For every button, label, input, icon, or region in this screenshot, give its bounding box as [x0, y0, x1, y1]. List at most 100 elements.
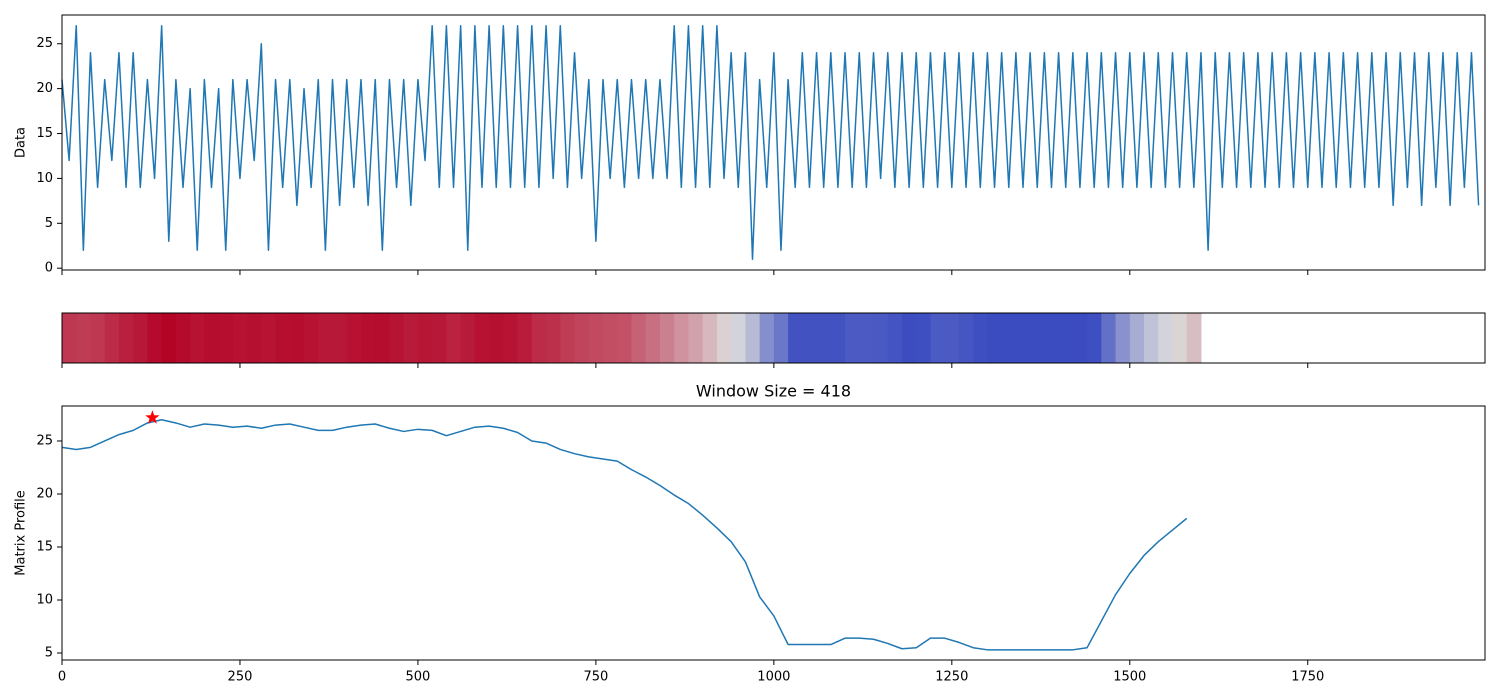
- heat-cell: [247, 313, 262, 363]
- heat-cell: [76, 313, 91, 363]
- heat-cell: [546, 313, 561, 363]
- heat-cell: [574, 313, 590, 363]
- data-line: [61, 25, 1480, 260]
- heat-cell: [375, 313, 390, 363]
- heat-cell: [958, 313, 974, 363]
- heat-cell: [1186, 313, 1202, 363]
- y-tick-label: 0: [45, 261, 53, 276]
- heat-cell: [417, 313, 433, 363]
- heat-cell: [731, 313, 746, 363]
- heat-cell: [261, 313, 277, 363]
- heat-cell: [773, 313, 789, 363]
- heat-cell: [1172, 313, 1188, 363]
- heat-cell: [517, 313, 533, 363]
- heat-cell: [645, 313, 661, 363]
- x-tick-label: 750: [583, 670, 608, 685]
- heat-cell: [1001, 313, 1017, 363]
- data-line: [61, 419, 1188, 651]
- heat-cell: [332, 313, 348, 363]
- heat-cell: [218, 313, 234, 363]
- heat-cell: [275, 313, 291, 363]
- heat-cell: [1030, 313, 1045, 363]
- heat-cell: [1144, 313, 1159, 363]
- x-tick-label: 0: [58, 670, 66, 685]
- heat-cell: [360, 313, 376, 363]
- heat-cell: [118, 313, 134, 363]
- y-tick-label: 10: [36, 171, 53, 186]
- heat-cell: [716, 313, 732, 363]
- heat-cell: [1101, 313, 1117, 363]
- heat-cell: [873, 313, 889, 363]
- heat-cell: [90, 313, 106, 363]
- y-tick-label: 25: [36, 36, 53, 51]
- heat-cell: [745, 313, 761, 363]
- heat-cell: [617, 313, 632, 363]
- heat-cell: [702, 313, 718, 363]
- y-tick-label: 15: [36, 539, 53, 554]
- heat-cell: [346, 313, 362, 363]
- heat-cell: [432, 313, 447, 363]
- heat-cell: [1015, 313, 1031, 363]
- heat-cell: [304, 313, 319, 363]
- heat-cell: [489, 313, 504, 363]
- heat-cell: [161, 313, 177, 363]
- heat-cell: [446, 313, 462, 363]
- heat-cell: [901, 313, 917, 363]
- heat-cell: [1129, 313, 1145, 363]
- heat-cell: [816, 313, 832, 363]
- x-tick-label: 1500: [1113, 670, 1146, 685]
- y-tick-label: 20: [36, 486, 53, 501]
- heat-cell: [973, 313, 988, 363]
- heat-cell: [389, 313, 405, 363]
- y-tick-label: 20: [36, 81, 53, 96]
- y-tick-label: 5: [45, 646, 53, 661]
- heat-cell: [1072, 313, 1088, 363]
- x-tick-label: 1750: [1291, 670, 1324, 685]
- heat-cell: [318, 313, 334, 363]
- heat-cell: [688, 313, 704, 363]
- x-tick-label: 1250: [935, 670, 968, 685]
- heat-cell: [845, 313, 860, 363]
- x-tick-label: 250: [228, 670, 253, 685]
- heat-cell: [916, 313, 931, 363]
- x-tick-label: 500: [406, 670, 431, 685]
- heat-cell: [62, 313, 77, 363]
- y-axis-label: Matrix Profile: [14, 490, 29, 575]
- heat-cell: [560, 313, 576, 363]
- y-tick-label: 25: [36, 433, 53, 448]
- heat-cell: [474, 313, 490, 363]
- heat-cell: [1115, 313, 1131, 363]
- heat-cell: [1044, 313, 1060, 363]
- heat-cell: [759, 313, 775, 363]
- heat-cell: [1087, 313, 1102, 363]
- heat-cell: [788, 313, 803, 363]
- heat-cell: [289, 313, 305, 363]
- heat-cell: [403, 313, 419, 363]
- heat-cell: [631, 313, 647, 363]
- heat-cell: [859, 313, 875, 363]
- heat-cell: [460, 313, 476, 363]
- heat-cell: [674, 313, 689, 363]
- axes-frame: [61, 405, 1486, 661]
- heat-cell: [232, 313, 248, 363]
- heat-cell: [531, 313, 547, 363]
- chart-title: Window Size = 418: [696, 382, 851, 401]
- heat-cell: [1058, 313, 1074, 363]
- heat-cell: [104, 313, 120, 363]
- heat-cell: [887, 313, 903, 363]
- highlight-star: [145, 410, 160, 424]
- heat-cell: [133, 313, 148, 363]
- heat-cell: [175, 313, 191, 363]
- heat-cell: [930, 313, 946, 363]
- heat-cell: [147, 313, 163, 363]
- heat-cell: [987, 313, 1003, 363]
- heat-cell: [944, 313, 960, 363]
- heat-cell: [659, 313, 675, 363]
- y-tick-label: 5: [45, 216, 53, 231]
- y-tick-label: 15: [36, 126, 53, 141]
- heat-cell: [1158, 313, 1173, 363]
- heat-cell: [830, 313, 846, 363]
- heat-cell: [588, 313, 604, 363]
- y-tick-label: 10: [36, 592, 53, 607]
